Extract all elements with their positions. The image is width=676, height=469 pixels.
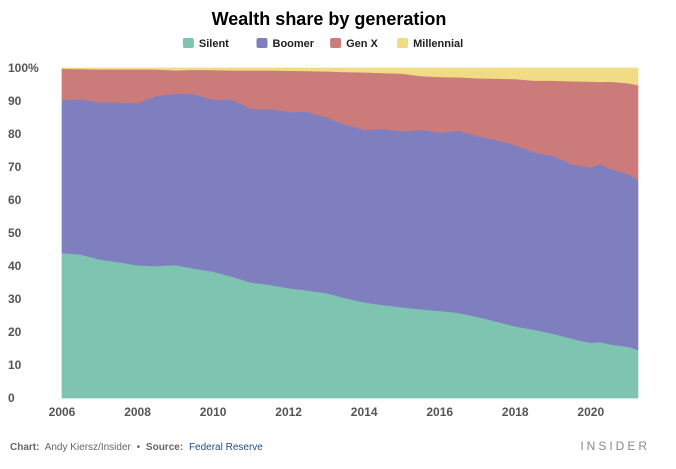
legend-label-millennial: Millennial — [413, 38, 463, 50]
source-link[interactable]: Federal Reserve — [189, 442, 263, 453]
x-tick-2008: 2008 — [124, 405, 151, 419]
source-label: Source: — [146, 442, 183, 453]
legend-swatch-silent — [182, 38, 194, 48]
x-tick-2014: 2014 — [351, 405, 378, 419]
area-millennial — [61, 67, 639, 86]
y-tick-60: 60 — [8, 193, 22, 207]
legend-label-silent: Silent — [199, 38, 229, 50]
legend-swatch-gen-x — [330, 38, 342, 48]
chart-label: Chart: — [10, 442, 39, 453]
y-tick-70: 70 — [8, 160, 22, 174]
y-tick-20: 20 — [8, 325, 22, 339]
legend-label-gen-x: Gen X — [346, 38, 378, 50]
x-tick-2016: 2016 — [426, 405, 453, 419]
y-tick-30: 30 — [8, 292, 22, 306]
chart-title: Wealth share by generation — [212, 9, 447, 29]
y-tick-0: 0 — [8, 391, 15, 405]
x-tick-2010: 2010 — [200, 405, 227, 419]
x-tick-2020: 2020 — [577, 405, 604, 419]
legend: Silent Boomer Gen X Millennial — [182, 38, 463, 50]
x-axis-ticks: 2006 2008 2010 2012 2014 2016 2018 2020 — [49, 405, 605, 419]
stacked-areas — [61, 67, 639, 399]
footer-credit: Chart: Andy Kiersz/Insider • Source: Fed… — [10, 442, 263, 453]
y-tick-10: 10 — [8, 358, 22, 372]
insider-logo: INSIDER — [580, 439, 650, 453]
x-tick-2012: 2012 — [275, 405, 302, 419]
x-tick-2006: 2006 — [49, 405, 76, 419]
chart-author: Andy Kiersz/Insider — [45, 442, 132, 453]
x-tick-2018: 2018 — [502, 405, 529, 419]
y-tick-100: 100% — [8, 61, 39, 75]
legend-swatch-boomer — [256, 38, 268, 48]
y-tick-50: 50 — [8, 226, 22, 240]
y-tick-40: 40 — [8, 259, 22, 273]
y-tick-80: 80 — [8, 127, 22, 141]
legend-label-boomer: Boomer — [273, 38, 315, 50]
y-axis-ticks: 0 10 20 30 40 50 60 70 80 90 100% — [8, 61, 39, 405]
legend-swatch-millennial — [397, 38, 409, 48]
y-tick-90: 90 — [8, 94, 22, 108]
footer-bullet: • — [137, 442, 141, 453]
